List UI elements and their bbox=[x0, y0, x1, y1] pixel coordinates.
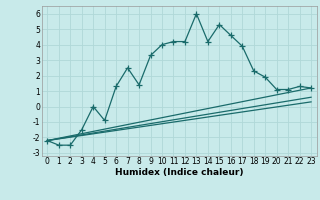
X-axis label: Humidex (Indice chaleur): Humidex (Indice chaleur) bbox=[115, 168, 244, 177]
